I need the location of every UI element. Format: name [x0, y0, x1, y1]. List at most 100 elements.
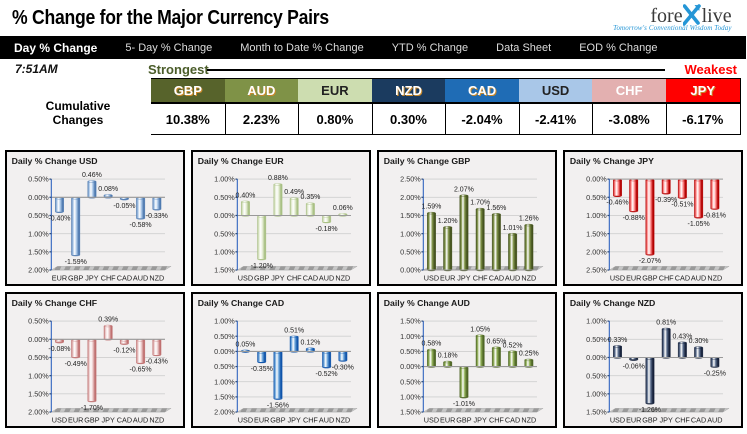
- svg-text:0.00%: 0.00%: [28, 193, 49, 202]
- svg-text:0.00%: 0.00%: [586, 175, 607, 184]
- svg-text:JPY: JPY: [457, 274, 470, 283]
- svg-text:GBP: GBP: [68, 274, 83, 283]
- svg-text:USD: USD: [610, 274, 625, 283]
- svg-text:2.00%: 2.00%: [214, 408, 235, 417]
- svg-text:0.81%: 0.81%: [656, 320, 676, 327]
- svg-text:1.50%: 1.50%: [400, 211, 421, 220]
- svg-text:1.00%: 1.00%: [214, 317, 235, 326]
- svg-text:-1.05%: -1.05%: [687, 221, 709, 228]
- svg-text:NZD: NZD: [521, 274, 536, 283]
- svg-text:NZD: NZD: [521, 416, 536, 425]
- svg-text:2.07%: 2.07%: [454, 186, 474, 193]
- svg-text:0.50%: 0.50%: [586, 335, 607, 344]
- svg-text:0.00%: 0.00%: [28, 335, 49, 344]
- svg-text:2.50%: 2.50%: [586, 266, 607, 275]
- svg-text:1.00%: 1.00%: [214, 247, 235, 256]
- svg-text:0.50%: 0.50%: [400, 347, 421, 356]
- svg-text:-0.30%: -0.30%: [331, 364, 353, 371]
- svg-text:0.88%: 0.88%: [268, 175, 288, 182]
- svg-text:-0.33%: -0.33%: [145, 213, 167, 220]
- svg-text:EUR: EUR: [51, 274, 66, 283]
- svg-text:1.01%: 1.01%: [502, 225, 522, 232]
- svg-text:1.20%: 1.20%: [438, 218, 458, 225]
- svg-text:0.50%: 0.50%: [28, 317, 49, 326]
- svg-text:JPY: JPY: [659, 416, 672, 425]
- svg-text:0.35%: 0.35%: [300, 194, 320, 201]
- svg-text:0.39%: 0.39%: [98, 317, 118, 324]
- svg-text:JPY: JPY: [101, 416, 114, 425]
- svg-text:CAD: CAD: [116, 416, 131, 425]
- svg-text:1.59%: 1.59%: [421, 204, 441, 211]
- svg-text:EUR: EUR: [68, 416, 83, 425]
- svg-text:-1.26%: -1.26%: [639, 407, 661, 414]
- svg-text:0.50%: 0.50%: [586, 371, 607, 380]
- svg-text:CHF: CHF: [675, 416, 690, 425]
- svg-text:CAD: CAD: [302, 274, 317, 283]
- svg-text:2.50%: 2.50%: [400, 175, 421, 184]
- svg-text:0.00%: 0.00%: [214, 211, 235, 220]
- svg-text:1.50%: 1.50%: [214, 393, 235, 402]
- svg-text:0.50%: 0.50%: [28, 211, 49, 220]
- svg-text:1.50%: 1.50%: [28, 389, 49, 398]
- svg-text:NZD: NZD: [335, 274, 350, 283]
- svg-text:1.50%: 1.50%: [586, 229, 607, 238]
- svg-text:NZD: NZD: [149, 274, 164, 283]
- svg-text:0.50%: 0.50%: [214, 332, 235, 341]
- svg-text:-0.08%: -0.08%: [48, 346, 70, 353]
- svg-text:-0.49%: -0.49%: [64, 361, 86, 368]
- svg-text:CHF: CHF: [659, 274, 674, 283]
- svg-text:1.00%: 1.00%: [400, 229, 421, 238]
- svg-text:1.05%: 1.05%: [470, 326, 490, 333]
- svg-text:0.30%: 0.30%: [689, 338, 709, 345]
- svg-text:EUR: EUR: [626, 274, 641, 283]
- svg-text:0.00%: 0.00%: [400, 266, 421, 275]
- svg-text:AUD: AUD: [319, 274, 334, 283]
- svg-text:CAD: CAD: [675, 274, 690, 283]
- svg-text:-0.06%: -0.06%: [623, 363, 645, 370]
- svg-text:-0.43%: -0.43%: [145, 359, 167, 366]
- svg-text:-0.05%: -0.05%: [113, 203, 135, 210]
- svg-text:USD: USD: [51, 416, 66, 425]
- svg-text:JPY: JPY: [287, 416, 300, 425]
- svg-text:2.00%: 2.00%: [28, 408, 49, 417]
- svg-text:1.00%: 1.00%: [28, 371, 49, 380]
- svg-text:-0.25%: -0.25%: [704, 370, 726, 377]
- svg-text:-1.01%: -1.01%: [453, 401, 475, 408]
- svg-text:0.18%: 0.18%: [438, 353, 458, 360]
- svg-text:1.00%: 1.00%: [28, 229, 49, 238]
- svg-text:USD: USD: [238, 274, 253, 283]
- svg-text:USD: USD: [610, 416, 625, 425]
- svg-text:NZD: NZD: [335, 416, 350, 425]
- svg-text:1.00%: 1.00%: [214, 377, 235, 386]
- svg-text:-0.46%: -0.46%: [606, 200, 628, 207]
- svg-text:0.40%: 0.40%: [235, 192, 255, 199]
- svg-text:1.50%: 1.50%: [400, 317, 421, 326]
- svg-text:0.08%: 0.08%: [98, 186, 118, 193]
- svg-text:USD: USD: [424, 416, 439, 425]
- svg-text:-0.35%: -0.35%: [250, 366, 272, 373]
- svg-text:0.50%: 0.50%: [400, 247, 421, 256]
- svg-text:0.00%: 0.00%: [214, 347, 235, 356]
- svg-text:JPY: JPY: [473, 416, 486, 425]
- svg-text:-0.40%: -0.40%: [48, 216, 70, 223]
- svg-text:-0.81%: -0.81%: [704, 212, 726, 219]
- svg-text:NZD: NZD: [149, 416, 164, 425]
- svg-text:1.50%: 1.50%: [586, 408, 607, 417]
- svg-text:AUD: AUD: [707, 416, 722, 425]
- svg-text:CAD: CAD: [691, 416, 706, 425]
- svg-text:AUD: AUD: [133, 416, 148, 425]
- svg-text:-0.88%: -0.88%: [623, 215, 645, 222]
- svg-text:EUR: EUR: [440, 274, 455, 283]
- svg-text:1.00%: 1.00%: [214, 175, 235, 184]
- svg-text:0.50%: 0.50%: [28, 353, 49, 362]
- svg-text:0.06%: 0.06%: [333, 205, 353, 212]
- svg-text:AUD: AUD: [133, 274, 148, 283]
- svg-text:CHF: CHF: [286, 274, 301, 283]
- svg-text:-0.18%: -0.18%: [315, 226, 337, 233]
- svg-text:1.56%: 1.56%: [486, 205, 506, 212]
- svg-text:0.52%: 0.52%: [502, 342, 522, 349]
- svg-text:2.00%: 2.00%: [586, 247, 607, 256]
- svg-text:-0.65%: -0.65%: [129, 367, 151, 374]
- svg-text:0.50%: 0.50%: [214, 362, 235, 371]
- svg-text:1.00%: 1.00%: [400, 393, 421, 402]
